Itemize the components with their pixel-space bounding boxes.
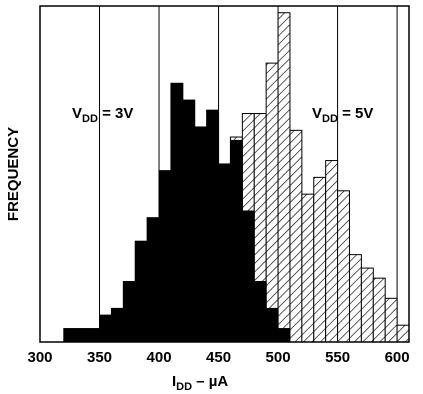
series-5v-bar-495 [265, 62, 279, 343]
x-tick-600: 600 [385, 349, 410, 366]
series-3v-bar-455 [218, 163, 231, 343]
series-3v-bar-395 [146, 217, 160, 343]
series-5v-bar-585 [372, 277, 386, 343]
series-5v-bar-555 [337, 190, 350, 343]
series-5v-label: VDD = 5V [312, 105, 373, 125]
series-5v-bar-505 [277, 12, 291, 343]
series-3v-bar-495 [265, 307, 279, 343]
series-3v-bar-505 [277, 328, 291, 343]
series-5v-bar-595 [384, 297, 398, 343]
x-tick-550: 550 [325, 349, 350, 366]
series-3v-bar-485 [253, 281, 267, 343]
y-axis-label: FREQUENCY [5, 127, 22, 221]
x-tick-400: 400 [147, 349, 172, 366]
series-3v-bar-425 [182, 99, 196, 343]
series-5v-bar-515 [289, 129, 303, 343]
series-5v-bar-525 [301, 193, 315, 343]
series-5v-bar-605 [396, 324, 410, 343]
x-tick-500: 500 [266, 349, 291, 366]
series-3v-bar-385 [134, 240, 148, 343]
series-3v-bar-435 [194, 126, 208, 343]
x-tick-300: 300 [27, 349, 52, 366]
x-tick-labels: 300 350 400 450 500 550 600 [27, 349, 409, 366]
series-5v-bar-545 [325, 160, 339, 343]
series-3v-bars [63, 82, 291, 343]
series-3v-bar-475 [241, 210, 255, 343]
x-tick-350: 350 [87, 349, 112, 366]
series-5v-bar-535 [313, 176, 327, 343]
x-axis-label: IDD – µA [172, 373, 228, 393]
x-tick-450: 450 [206, 349, 231, 366]
series-5v-bar-575 [360, 267, 374, 343]
plot-frame [39, 5, 410, 343]
series-3v-bar-405 [158, 170, 172, 343]
series-3v-bar-325 [63, 328, 77, 343]
series-5v-bar-565 [348, 254, 362, 343]
series-3v-bar-365 [110, 307, 124, 343]
series-3v-bar-355 [99, 314, 112, 343]
series-3v-bar-345 [87, 328, 101, 343]
series-3v-bar-445 [206, 109, 220, 343]
series-3v-bar-465 [229, 139, 243, 343]
series-3v-label: VDD = 3V [72, 105, 133, 125]
series-3v-bar-415 [170, 82, 184, 343]
series-3v-bar-335 [75, 328, 89, 343]
series-3v-bar-375 [122, 281, 136, 343]
